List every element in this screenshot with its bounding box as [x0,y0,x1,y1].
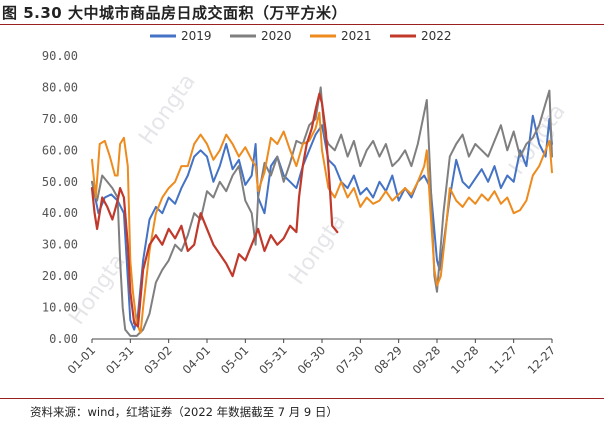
legend-label-2021: 2021 [341,29,372,43]
y-tick-label: 50.00 [42,175,78,189]
watermark-text: Hongta [284,210,350,290]
x-tick-label: 05-01 [218,343,252,377]
top-rule [0,24,604,25]
y-axis: 0.00 10.00 20.00 30.00 40.00 50.00 60.00 70.00 8… [42,49,78,346]
x-tick-label: 10-28 [448,343,482,377]
chart-legend: 2019 2020 2021 2022 [150,29,452,43]
series-line-2020 [91,86,553,337]
legend-label-2022: 2022 [421,29,452,43]
series-line-2022 [90,92,339,328]
x-tick-label: 05-31 [256,343,290,377]
legend-label-2019: 2019 [181,29,212,43]
figure-title: 图 5.30 大中城市商品房日成交面积（万平方米） [2,4,347,22]
series-line-2019 [91,114,553,331]
x-tick-label: 01-01 [65,343,99,377]
x-axis: 01-01 01-31 03-02 04-01 05-01 05-31 06-30 07-30… [65,338,559,377]
series-line-2021 [91,111,553,334]
legend-label-2020: 2020 [261,29,292,43]
x-tick-label: 01-31 [103,343,137,377]
y-tick-label: 0.00 [49,332,78,346]
y-tick-label: 60.00 [42,143,78,157]
x-tick-label: 03-02 [141,343,175,377]
x-tick-label: 12-27 [525,343,559,377]
x-tick-label: 06-30 [295,343,329,377]
x-tick-label: 04-01 [180,343,214,377]
y-tick-label: 10.00 [42,301,78,315]
x-tick-label: 07-30 [333,343,367,377]
y-tick-label: 70.00 [42,112,78,126]
watermark-text: Hongta [134,70,200,150]
bottom-rule [0,398,604,399]
series-lines [90,86,553,337]
x-tick-label: 09-28 [410,343,444,377]
y-tick-label: 80.00 [42,80,78,94]
x-tick-label: 11-27 [486,343,520,377]
source-note: 资料来源：wind，红塔证券（2022 年数据截至 7 月 9 日） [30,405,338,419]
y-tick-label: 40.00 [42,206,78,220]
y-tick-label: 20.00 [42,269,78,283]
y-tick-label: 30.00 [42,238,78,252]
y-tick-label: 90.00 [42,49,78,63]
x-tick-label: 08-29 [371,343,405,377]
